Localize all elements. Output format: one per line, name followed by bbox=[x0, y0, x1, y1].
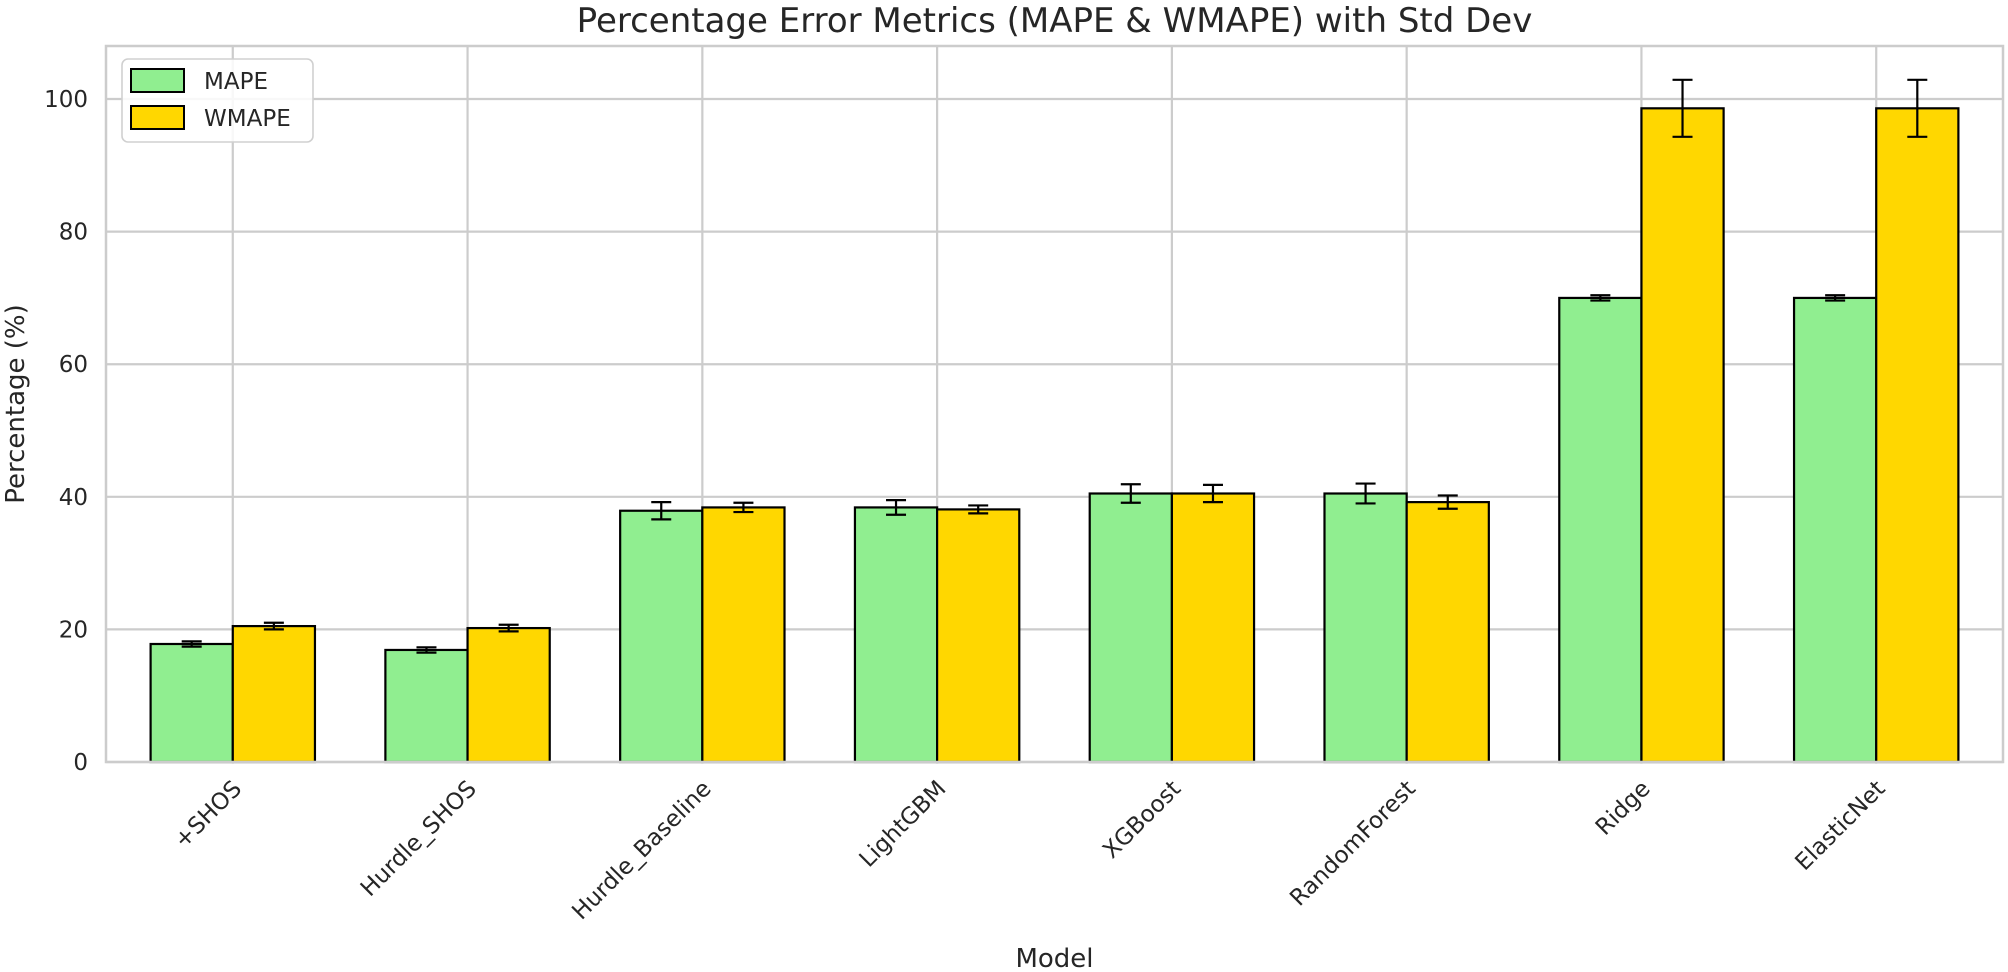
error-bars bbox=[181, 78, 1928, 654]
legend: MAPE WMAPE bbox=[121, 58, 314, 143]
y-tick-labels: 0 20 40 60 80 100 bbox=[44, 87, 88, 776]
error-bar-wmape bbox=[1907, 78, 1928, 138]
error-bar-wmape bbox=[1202, 483, 1223, 504]
bar-wmape bbox=[1875, 107, 1960, 764]
error-bar-mape bbox=[1120, 483, 1141, 504]
bar-wmape bbox=[466, 626, 551, 764]
error-bar-wmape bbox=[968, 504, 989, 515]
legend-swatch-mape bbox=[130, 68, 185, 93]
error-bar-wmape bbox=[1437, 494, 1458, 510]
y-tick-label: 100 bbox=[44, 87, 88, 113]
bar-wmape bbox=[1640, 107, 1725, 764]
y-tick-label: 80 bbox=[59, 220, 88, 246]
legend-label-wmape: WMAPE bbox=[204, 106, 291, 132]
error-bar-wmape bbox=[498, 623, 519, 633]
y-axis-label: Percentage (%) bbox=[1, 304, 31, 504]
bar-mape bbox=[384, 648, 469, 764]
legend-swatch-wmape bbox=[130, 105, 185, 130]
y-tick-label: 60 bbox=[59, 352, 88, 378]
error-bar-wmape bbox=[1672, 78, 1693, 138]
bar-mape bbox=[619, 509, 704, 764]
bar-wmape bbox=[231, 624, 317, 764]
error-bar-mape bbox=[1355, 482, 1376, 505]
error-bar-mape bbox=[651, 501, 672, 521]
error-bar-mape bbox=[416, 646, 437, 654]
bar-wmape bbox=[1405, 501, 1490, 764]
error-bar-wmape bbox=[733, 501, 754, 514]
y-tick-label: 40 bbox=[59, 485, 88, 511]
bar-mape bbox=[1792, 296, 1878, 764]
error-bar-mape bbox=[181, 640, 202, 648]
bar-wmape bbox=[701, 506, 786, 764]
bar-wmape bbox=[936, 508, 1021, 764]
error-bar-mape bbox=[1590, 294, 1611, 302]
bar-mape bbox=[1088, 492, 1173, 764]
error-bar-mape bbox=[1825, 294, 1846, 302]
bar-mape bbox=[149, 642, 234, 764]
error-bar-wmape bbox=[263, 621, 284, 631]
error-bar-mape bbox=[886, 499, 907, 516]
chart-title: Percentage Error Metrics (MAPE & WMAPE) … bbox=[577, 1, 1533, 41]
bar-mape bbox=[1558, 296, 1643, 764]
y-tick-label: 20 bbox=[59, 617, 88, 643]
plot-frame bbox=[104, 44, 2005, 764]
bar-mape bbox=[1323, 492, 1408, 764]
y-tick-label: 0 bbox=[73, 750, 88, 776]
legend-label-mape: MAPE bbox=[204, 69, 268, 95]
x-axis-label: Model bbox=[1015, 944, 1093, 972]
bars bbox=[149, 107, 1960, 764]
bar-mape bbox=[853, 506, 939, 764]
bar-wmape bbox=[1170, 492, 1256, 764]
